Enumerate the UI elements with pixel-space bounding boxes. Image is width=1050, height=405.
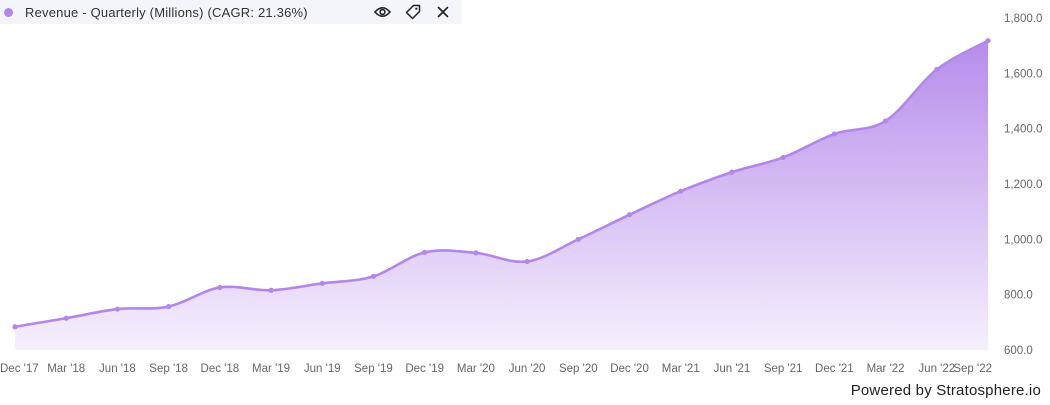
y-tick-label: 800.0 <box>1004 290 1033 302</box>
data-point[interactable] <box>370 273 377 280</box>
data-point[interactable] <box>575 236 581 242</box>
y-tick-label: 1,200.0 <box>1004 179 1042 191</box>
x-tick-label: Sep '18 <box>149 363 188 375</box>
footer-attribution: Powered by Stratosphere.io <box>850 382 1041 399</box>
y-tick-label: 600.0 <box>1004 345 1033 357</box>
data-point[interactable] <box>780 154 786 161</box>
data-point[interactable] <box>831 131 837 137</box>
y-tick-label: 1,800.0 <box>1004 13 1042 25</box>
data-point[interactable] <box>166 303 172 310</box>
data-point[interactable] <box>63 315 69 321</box>
data-point[interactable] <box>473 250 479 256</box>
data-point[interactable] <box>934 66 940 73</box>
eye-icon[interactable] <box>373 3 392 21</box>
y-tick-label: 1,600.0 <box>1004 68 1042 80</box>
data-point[interactable] <box>524 258 530 265</box>
x-tick-label: Dec '18 <box>201 363 240 375</box>
legend-series-label: Revenue - Quarterly (Millions) (CAGR: 21… <box>25 4 308 20</box>
y-tick-label: 1,000.0 <box>1004 234 1042 246</box>
x-tick-label: Jun '20 <box>509 363 546 375</box>
data-point[interactable] <box>268 287 274 293</box>
x-tick-label: Dec '20 <box>610 363 649 375</box>
revenue-area-fill <box>15 40 988 350</box>
x-tick-label: Sep '20 <box>559 363 598 375</box>
x-tick-label: Dec '21 <box>815 363 854 375</box>
data-point[interactable] <box>319 280 325 286</box>
x-tick-label: Mar '21 <box>662 363 700 375</box>
y-tick-label: 1,400.0 <box>1004 124 1042 136</box>
data-point[interactable] <box>678 188 684 194</box>
data-point[interactable] <box>12 324 18 330</box>
x-tick-label: Mar '20 <box>457 363 495 375</box>
data-point[interactable] <box>882 118 889 124</box>
x-tick-label: Jun '22 <box>918 363 955 375</box>
close-icon[interactable] <box>433 3 452 21</box>
tag-icon[interactable] <box>403 3 422 21</box>
legend-actions <box>373 3 452 21</box>
x-tick-label: Jun '19 <box>304 363 341 375</box>
x-tick-label: Mar '22 <box>867 363 905 375</box>
data-point[interactable] <box>217 284 223 291</box>
x-tick-label: Jun '18 <box>99 363 136 375</box>
x-tick-label: Sep '19 <box>354 363 393 375</box>
x-tick-label: Sep '21 <box>764 363 803 375</box>
data-point[interactable] <box>422 249 428 255</box>
x-tick-label: Dec '19 <box>405 363 444 375</box>
legend-bar: Revenue - Quarterly (Millions) (CAGR: 21… <box>0 0 462 24</box>
data-point[interactable] <box>114 306 121 312</box>
data-point[interactable] <box>626 212 633 218</box>
x-tick-label: Sep '22 <box>953 363 992 375</box>
x-tick-label: Mar '18 <box>47 363 85 375</box>
x-tick-label: Mar '19 <box>252 363 290 375</box>
x-tick-label: Dec '17 <box>0 363 39 375</box>
data-point[interactable] <box>729 169 735 175</box>
legend-series-dot <box>4 7 13 17</box>
x-tick-label: Jun '21 <box>714 363 751 375</box>
data-point[interactable] <box>985 38 991 44</box>
